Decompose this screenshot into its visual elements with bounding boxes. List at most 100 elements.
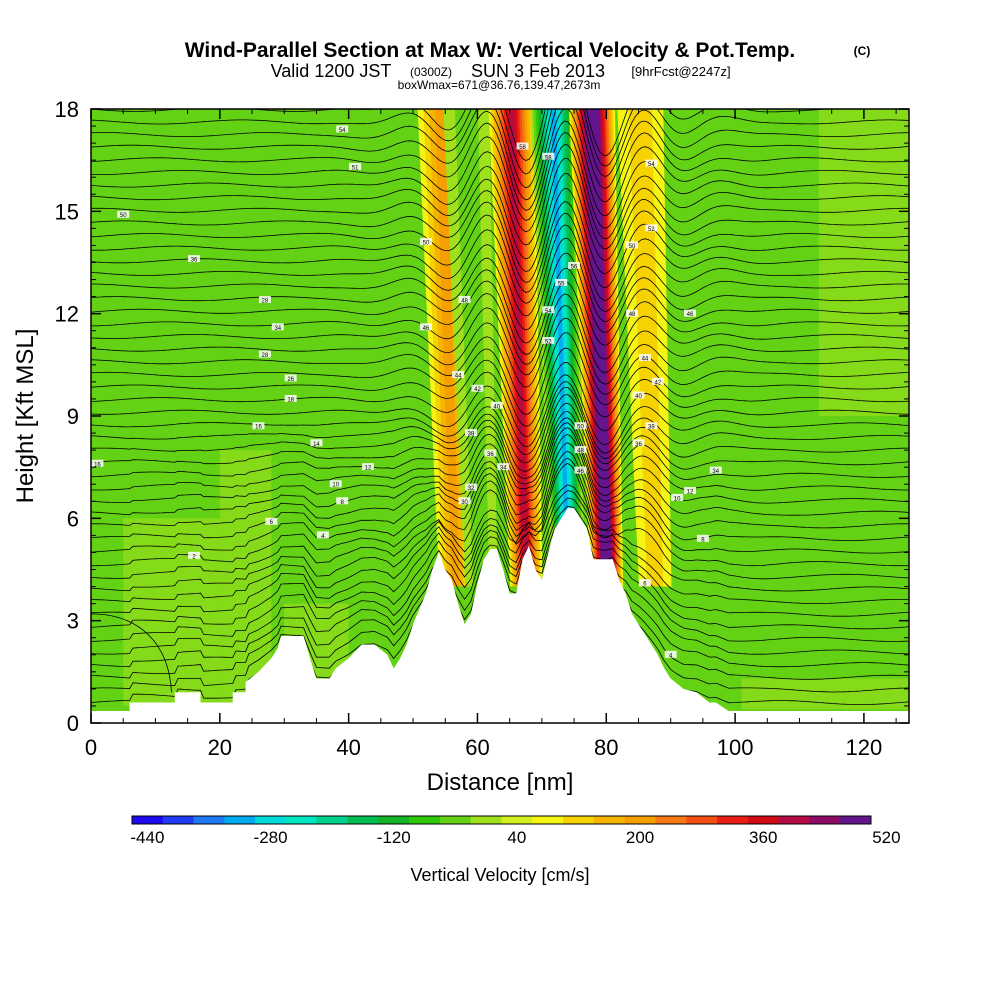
contour-label: 12 xyxy=(361,463,374,472)
colorbar-swatch xyxy=(778,816,810,824)
contour-label: 46 xyxy=(419,323,432,332)
contour-label-text: 8 xyxy=(341,500,345,506)
contour-label: 52 xyxy=(645,224,658,233)
contour-label: 18 xyxy=(284,394,297,403)
contour-label-bg xyxy=(484,449,497,457)
isentrope-line xyxy=(91,442,909,541)
contour-label-text: 18 xyxy=(287,397,294,403)
isentrope-line xyxy=(91,422,909,504)
contour-label-bg xyxy=(458,296,471,304)
contour-label-text: 14 xyxy=(313,442,320,448)
contour-label: 8 xyxy=(336,497,349,506)
contour-label-bg xyxy=(626,241,639,249)
light-velocity-patch xyxy=(741,678,909,710)
isentrope-line xyxy=(91,109,909,175)
contour-label-bg xyxy=(252,422,265,430)
isentrope-line xyxy=(91,433,909,529)
contour-label: 42 xyxy=(471,384,484,393)
y-tick-label: 12 xyxy=(55,302,79,327)
isentrope-line xyxy=(91,387,909,464)
isentrope-line xyxy=(91,109,909,201)
colorbar-swatch xyxy=(655,816,687,824)
contour-label-text: 48 xyxy=(629,312,636,318)
contour-label: 58 xyxy=(542,152,555,161)
contour-label: 40 xyxy=(490,401,503,410)
contour-label-bg xyxy=(497,463,510,471)
contour-label-bg xyxy=(516,142,529,150)
contour-label: 51 xyxy=(349,162,362,171)
contour-label: 10 xyxy=(671,493,684,502)
contour-label: 50 xyxy=(574,422,587,431)
contour-label-bg xyxy=(574,446,587,454)
contour-label: 48 xyxy=(626,309,639,318)
contour-label-bg xyxy=(284,394,297,402)
colorbar-swatch xyxy=(717,816,749,824)
colorbar-swatch xyxy=(470,816,502,824)
contour-label-bg xyxy=(271,323,284,331)
contour-labels: 5451503628342826181614161210864250484644… xyxy=(91,125,722,659)
velocity-band-strip xyxy=(508,109,529,587)
velocity-band-strip xyxy=(590,109,609,587)
contour-label-text: 51 xyxy=(352,165,359,171)
contour-label-text: 40 xyxy=(493,404,500,410)
contour-label-text: 42 xyxy=(474,387,481,393)
contour-label-text: 54 xyxy=(648,162,655,168)
isentrope-line xyxy=(91,402,909,480)
contour-label-bg xyxy=(188,551,201,559)
contour-label-text: 54 xyxy=(545,309,552,315)
contour-label-text: 42 xyxy=(654,380,661,386)
x-tick-label: 120 xyxy=(846,735,883,760)
contour-label-text: 36 xyxy=(487,452,494,458)
isentrope-line xyxy=(91,457,909,567)
colorbar-swatch xyxy=(809,816,841,824)
contour-label: 50 xyxy=(117,210,130,219)
contour-label-text: 16 xyxy=(94,462,101,468)
contour-label-text: 44 xyxy=(455,374,462,380)
contour-label-text: 58 xyxy=(545,155,552,161)
contour-label: 52 xyxy=(542,336,555,345)
contour-label: 2 xyxy=(188,551,201,560)
colorbar-labels: -440 -280 -120 40 200 360 520 xyxy=(130,828,900,847)
contour-label: 56 xyxy=(568,261,581,270)
colorbar-swatch xyxy=(532,816,564,824)
contour-label: 34 xyxy=(709,466,722,475)
contour-label: 4 xyxy=(664,650,677,659)
contour-label-bg xyxy=(542,152,555,160)
isentrope-line xyxy=(91,144,909,246)
box-info: boxWmax=671@36.76,139.47,2673m xyxy=(398,78,601,92)
y-tick-label: 3 xyxy=(67,609,79,634)
valid-date: SUN 3 Feb 2013 xyxy=(471,61,605,81)
utc-time: (0300Z) xyxy=(410,65,452,79)
isentrope-line xyxy=(91,484,909,592)
contour-label-text: 48 xyxy=(461,299,468,305)
contour-label-bg xyxy=(91,459,104,467)
colorbar-swatch xyxy=(285,816,318,824)
plot-area: 5451503628342826181614161210864250484644… xyxy=(91,109,909,723)
colorbar-swatch xyxy=(686,816,718,824)
colorbar-tick-label: 520 xyxy=(872,828,900,847)
contour-label: 12 xyxy=(684,487,697,496)
contour-label: 44 xyxy=(638,354,651,363)
colorbar-swatch xyxy=(439,816,472,824)
valid-time: Valid 1200 JST xyxy=(271,61,392,81)
contour-label-bg xyxy=(336,125,349,133)
y-axis-title: Height [Kft MSL] xyxy=(12,329,39,504)
contour-label-bg xyxy=(188,255,201,263)
colorbar-swatch xyxy=(255,816,287,824)
contour-label-bg xyxy=(361,463,374,471)
y-tick-label: 0 xyxy=(67,711,79,736)
isentrope-line xyxy=(91,613,172,693)
contour-label: 44 xyxy=(452,371,465,380)
potential-temperature-contours xyxy=(91,109,909,705)
contour-label: 28 xyxy=(258,350,271,359)
x-tick-label: 80 xyxy=(594,735,618,760)
isentrope-line xyxy=(91,201,909,293)
contour-label-text: 46 xyxy=(577,469,584,475)
contour-label-bg xyxy=(310,439,323,447)
contour-label: 38 xyxy=(465,429,478,438)
colorbar-swatch xyxy=(409,816,441,824)
contour-label-text: 36 xyxy=(635,442,642,448)
isentrope-line xyxy=(91,293,909,376)
contour-label-text: 28 xyxy=(262,353,269,359)
colorbar-swatch xyxy=(224,816,256,824)
